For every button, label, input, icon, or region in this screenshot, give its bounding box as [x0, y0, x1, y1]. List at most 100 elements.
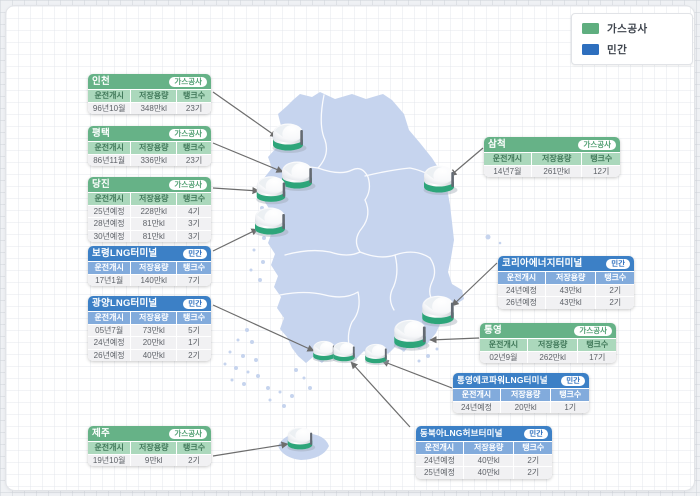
kogas-color-swatch — [582, 23, 599, 34]
col-header: 운전개시 — [480, 339, 527, 351]
table-cell: 7기 — [177, 274, 211, 286]
table-cell: 24년예정 — [88, 337, 131, 349]
terminal-table: 운전개시 저장용량 탱크수 17년1월 140만kl 7기 — [88, 261, 211, 286]
col-header: 탱크수 — [177, 262, 211, 274]
table-cell: 26년예정 — [498, 297, 545, 309]
table-cell: 2기 — [596, 297, 634, 309]
col-header: 저장용량 — [131, 142, 177, 154]
table-cell: 81만kl — [131, 230, 177, 242]
table-cell: 3기 — [177, 218, 211, 230]
leader-incheon — [212, 91, 278, 138]
terminal-table: 운전개시 저장용량 탱크수 24년예정 20만kl 1기 — [453, 388, 589, 413]
col-header: 탱크수 — [177, 90, 211, 102]
table-cell: 9만kl — [131, 454, 177, 466]
table-cell: 25년예정 — [416, 467, 463, 479]
leader-pyeongtaek — [212, 142, 284, 173]
terminal-callout-dangjin: 당진 가스공사 운전개시 저장용량 탱크수 25년예정 228만kl 4기 28… — [88, 177, 211, 242]
col-header: 운전개시 — [88, 90, 131, 102]
table-cell: 26년예정 — [88, 349, 131, 361]
table-cell: 228만kl — [131, 205, 177, 217]
terminal-callout-samcheok: 삼척 가스공사 운전개시 저장용량 탱크수 14년7월 261만kl 12기 — [484, 137, 620, 177]
terminal-header: 코리아에너지터미널 민간 — [498, 256, 634, 271]
col-header: 탱크수 — [177, 142, 211, 154]
table-cell: 20만kl — [131, 337, 177, 349]
leader-jeju — [212, 441, 289, 457]
operator-badge: 가스공사 — [169, 76, 207, 87]
table-cell: 05년7월 — [88, 324, 131, 336]
legend-item-private: 민간 — [582, 42, 682, 57]
terminal-title: 보령LNG터미널 — [92, 248, 158, 259]
col-header: 탱크수 — [177, 312, 211, 324]
operator-badge: 가스공사 — [169, 179, 207, 190]
terminal-callout-tongyeongeco: 통영에코파워LNG터미널 민간 운전개시 저장용량 탱크수 24년예정 20만k… — [453, 373, 589, 413]
terminal-table: 운전개시 저장용량 탱크수 14년7월 261만kl 12기 — [484, 152, 620, 177]
leader-lines — [212, 91, 498, 457]
terminal-callout-boryeong: 보령LNG터미널 민간 운전개시 저장용량 탱크수 17년1월 140만kl 7… — [88, 246, 211, 286]
table-cell: 40만kl — [463, 467, 514, 479]
terminal-table: 운전개시 저장용량 탱크수 96년10월 348만kl 23기 — [88, 89, 211, 114]
operator-badge: 가스공사 — [169, 128, 207, 139]
leader-koreaenergy — [451, 262, 498, 307]
col-header: 저장용량 — [500, 389, 551, 401]
table-cell: 02년9월 — [480, 351, 527, 363]
legend-item-kogas: 가스공사 — [582, 21, 682, 36]
col-header: 탱크수 — [582, 153, 620, 165]
leader-tongyeong — [429, 336, 480, 344]
table-cell: 17기 — [578, 351, 616, 363]
operator-badge: 민간 — [524, 428, 548, 439]
terminal-callout-jeju: 제주 가스공사 운전개시 저장용량 탱크수 19년10월 9만kl 2기 — [88, 426, 211, 466]
table-cell: 336만kl — [131, 154, 177, 166]
tank-marker-jeju — [287, 427, 316, 452]
table-cell: 25년예정 — [88, 205, 131, 217]
table-cell: 43만kl — [545, 284, 596, 296]
terminal-callout-incheon: 인천 가스공사 운전개시 저장용량 탱크수 96년10월 348만kl 23기 — [88, 74, 211, 114]
table-cell: 24년예정 — [453, 401, 500, 413]
private-color-swatch — [582, 44, 599, 55]
south-korea-landmass — [223, 92, 502, 460]
col-header: 탱크수 — [578, 339, 616, 351]
col-header: 운전개시 — [484, 153, 531, 165]
table-cell: 2기 — [177, 454, 211, 466]
operator-badge: 민간 — [183, 298, 207, 309]
terminal-title: 통영 — [484, 325, 502, 336]
col-header: 운전개시 — [453, 389, 500, 401]
leader-tongyeongeco — [381, 360, 453, 389]
terminal-header: 통영에코파워LNG터미널 민간 — [453, 373, 589, 388]
legend-label: 민간 — [607, 44, 628, 56]
table-cell: 1기 — [177, 337, 211, 349]
terminal-header: 평택 가스공사 — [88, 126, 211, 141]
col-header: 운전개시 — [88, 312, 131, 324]
legend: 가스공사 민간 — [571, 13, 693, 65]
operator-badge: 가스공사 — [578, 139, 616, 150]
table-cell: 261만kl — [531, 165, 582, 177]
terminal-header: 인천 가스공사 — [88, 74, 211, 89]
terminal-table: 운전개시 저장용량 탱크수 86년11월 336만kl 23기 — [88, 141, 211, 166]
terminal-table: 운전개시 저장용량 탱크수 24년예정 43만kl 2기 26년예정 43만kl… — [498, 271, 634, 309]
table-cell: 30년예정 — [88, 230, 131, 242]
leader-samcheok — [449, 147, 484, 177]
terminal-title: 삼척 — [488, 139, 506, 150]
table-cell: 2기 — [596, 284, 634, 296]
terminal-callout-northeastasia: 동북아LNG허브터미널 민간 운전개시 저장용량 탱크수 24년예정 40만kl… — [416, 426, 552, 479]
terminal-title: 인천 — [92, 76, 110, 87]
col-header: 저장용량 — [131, 312, 177, 324]
table-cell: 348만kl — [131, 102, 177, 114]
col-header: 저장용량 — [131, 90, 177, 102]
col-header: 저장용량 — [131, 193, 177, 205]
terminal-callout-gwangyang: 광양LNG터미널 민간 운전개시 저장용량 탱크수 05년7월 73만kl 5기… — [88, 296, 211, 361]
col-header: 탱크수 — [177, 193, 211, 205]
table-cell: 23기 — [177, 154, 211, 166]
terminal-table: 운전개시 저장용량 탱크수 24년예정 40만kl 2기 25년예정 40만kl… — [416, 441, 552, 479]
table-cell: 86년11월 — [88, 154, 131, 166]
terminal-title: 당진 — [92, 179, 110, 190]
operator-badge: 민간 — [561, 375, 585, 386]
leader-gwangyang — [212, 304, 315, 352]
table-cell: 96년10월 — [88, 102, 131, 114]
table-cell: 2기 — [514, 454, 552, 466]
table-cell: 17년1월 — [88, 274, 131, 286]
col-header: 저장용량 — [463, 442, 514, 454]
table-cell: 19년10월 — [88, 454, 131, 466]
col-header: 운전개시 — [416, 442, 463, 454]
